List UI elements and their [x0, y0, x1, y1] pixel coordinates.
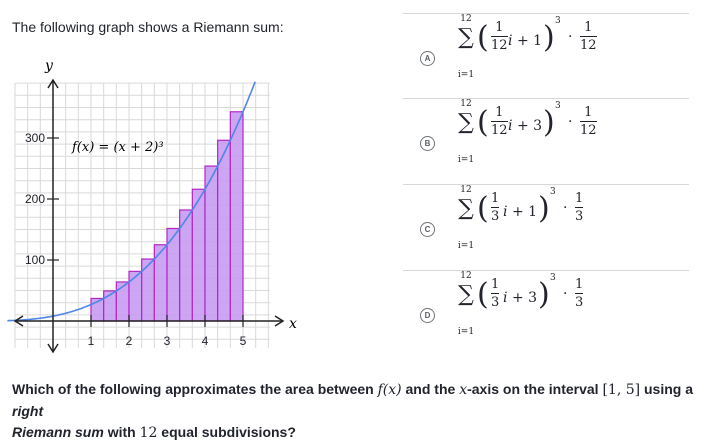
- multiplier: 1 12: [580, 20, 597, 53]
- exponent: 3: [555, 16, 561, 26]
- radio-d[interactable]: D: [420, 308, 435, 323]
- riemann-bar: [128, 270, 143, 322]
- question-text: Which of the following approximates the …: [12, 381, 694, 441]
- sum-upper-limit: 12: [460, 14, 472, 24]
- x-tick-label: 1: [88, 334, 95, 348]
- choice-a[interactable]: A 12 ∑ i=1 ( 1 12 i + 1 ) 3 · 1 12: [403, 14, 689, 98]
- riemann-bars: [90, 111, 244, 322]
- sum-lower-limit: i=1: [457, 241, 475, 251]
- choice-a-math: 12 ∑ i=1 ( 1 12 i + 1 ) 3 · 1 12: [455, 14, 655, 98]
- y-axis-arrow-down: [47, 343, 59, 354]
- choice-b-math: 12 ∑ i=1 ( 1 12 i + 3 ) 3 · 1 12: [455, 99, 655, 183]
- axes: [13, 78, 285, 354]
- fraction: 1 12: [491, 105, 508, 138]
- x-tick-label: 4: [202, 334, 209, 348]
- choice-divider: [403, 184, 689, 185]
- choice-divider: [403, 270, 689, 271]
- function-label: f(x) = (x + 2)³: [71, 140, 164, 155]
- sum-lower-limit: i=1: [457, 155, 475, 165]
- choice-divider: [403, 98, 689, 99]
- prompt-text: The following graph shows a Riemann sum:: [12, 19, 284, 35]
- y-tick-label: 200: [25, 192, 45, 206]
- radio-b[interactable]: B: [420, 136, 435, 151]
- choice-divider: [403, 13, 689, 14]
- exponent: 3: [550, 187, 556, 197]
- y-tick-label: 300: [25, 131, 45, 145]
- y-tick-label: 100: [25, 253, 45, 267]
- riemann-bar: [217, 139, 231, 322]
- sum-upper-limit: 12: [460, 271, 472, 281]
- x-axis-arrow-left: [13, 315, 24, 327]
- sigma-symbol: ∑: [458, 282, 474, 307]
- riemann-bar: [191, 188, 206, 322]
- choice-b[interactable]: B 12 ∑ i=1 ( 1 12 i + 3 ) 3 · 1 12: [403, 99, 689, 183]
- y-axis-arrow-up: [47, 78, 59, 89]
- sigma-symbol: ∑: [458, 110, 474, 135]
- multiplier: 1 12: [580, 105, 597, 138]
- riemann-bar: [229, 111, 244, 322]
- exponent: 3: [555, 101, 561, 111]
- function-curve: [7, 81, 256, 322]
- sum-upper-limit: 12: [460, 99, 472, 109]
- riemann-bar: [204, 165, 219, 322]
- x-tick-label: 3: [164, 334, 171, 348]
- fraction: 1 12: [491, 20, 508, 53]
- sum-upper-limit: 12: [460, 185, 472, 195]
- sum-lower-limit: i=1: [457, 327, 475, 337]
- sigma-symbol: ∑: [458, 25, 474, 50]
- x-tick-label: 5: [240, 334, 247, 348]
- x-tick-label: 2: [126, 334, 133, 348]
- exponent: 3: [550, 273, 556, 283]
- riemann-sum-graph: 1 2 3 4 5 300 200 100 y x f(x) = (x + 2)³: [7, 58, 297, 354]
- riemann-bar: [115, 281, 130, 322]
- x-axis-label: x: [289, 316, 297, 332]
- sigma-symbol: ∑: [458, 196, 474, 221]
- radio-a[interactable]: A: [420, 51, 435, 66]
- y-axis-label: y: [44, 58, 54, 74]
- x-axis-arrow-right: [274, 315, 285, 327]
- tick-labels: 1 2 3 4 5 300 200 100: [25, 131, 247, 348]
- sum-lower-limit: i=1: [457, 70, 475, 80]
- riemann-bar: [141, 258, 155, 322]
- radio-c[interactable]: C: [420, 222, 435, 237]
